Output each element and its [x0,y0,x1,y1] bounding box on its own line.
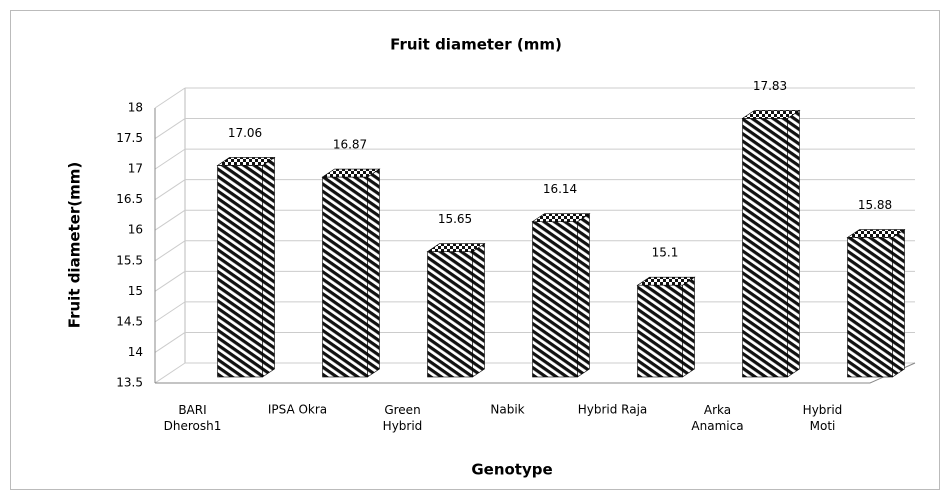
data-label: 17.83 [753,79,787,93]
bar-side [262,156,275,378]
data-label: 15.1 [652,246,679,260]
bar-top [531,213,591,222]
x-tick-label: BARI Dherosh1 [164,403,222,433]
grid-diagonal [154,148,186,170]
bar-top [846,229,906,238]
y-tick-label: 13.5 [116,376,143,390]
grid-diagonal [154,240,186,262]
grid-diagonal [154,332,186,353]
bar-side [472,243,485,378]
bar-side [892,228,905,378]
data-label: 15.65 [438,212,472,226]
y-tick-label: 18 [128,101,143,115]
bar [322,176,368,378]
data-label: 17.06 [228,126,262,140]
bar-side [682,276,695,378]
bar-top [636,276,696,286]
grid-diagonal [154,362,186,384]
x-tick-label: Hybrid Moti [803,403,843,433]
x-tick-label: IPSA Okra [268,403,327,417]
bar [217,165,263,378]
bar [637,284,683,378]
x-axis-label: Genotype [471,461,552,479]
bar-top [426,243,486,252]
bar [427,251,473,378]
grid-diagonal [154,179,186,201]
x-tick-label: Green Hybrid [383,403,423,433]
grid-diagonal [154,270,186,292]
bar [847,237,893,378]
bar-side [367,168,380,378]
x-tick-label: Arka Anamica [691,403,743,433]
chart-title: Fruit diameter (mm) [390,36,562,54]
grid-diagonal [154,209,186,231]
x-tick-label: Hybrid Raja [578,403,648,417]
x-tick-label: Nabik [490,403,524,417]
data-label: 16.14 [543,182,577,196]
grid-diagonal [154,87,186,109]
y-tick-label: 15 [128,284,143,298]
bar-side [787,109,800,378]
grid-diagonal [154,118,186,139]
data-label: 16.87 [333,138,367,152]
data-label: 15.88 [858,198,892,212]
y-tick-label: 14 [128,345,143,359]
grid-diagonal [154,301,186,323]
y-axis-label: Fruit diameter(mm) [66,162,84,328]
y-tick-label: 16.5 [116,192,143,206]
bar-top [216,157,276,166]
y-tick-label: 15.5 [116,253,143,267]
y-tick-label: 16 [128,223,143,237]
bar-side [577,213,590,378]
bar-top [741,110,801,119]
y-tick-label: 17.5 [116,131,143,145]
y-tick-label: 14.5 [116,314,143,328]
bar [532,221,578,378]
bar-top [321,168,381,178]
y-tick-label: 17 [128,162,143,176]
bar [742,118,788,378]
